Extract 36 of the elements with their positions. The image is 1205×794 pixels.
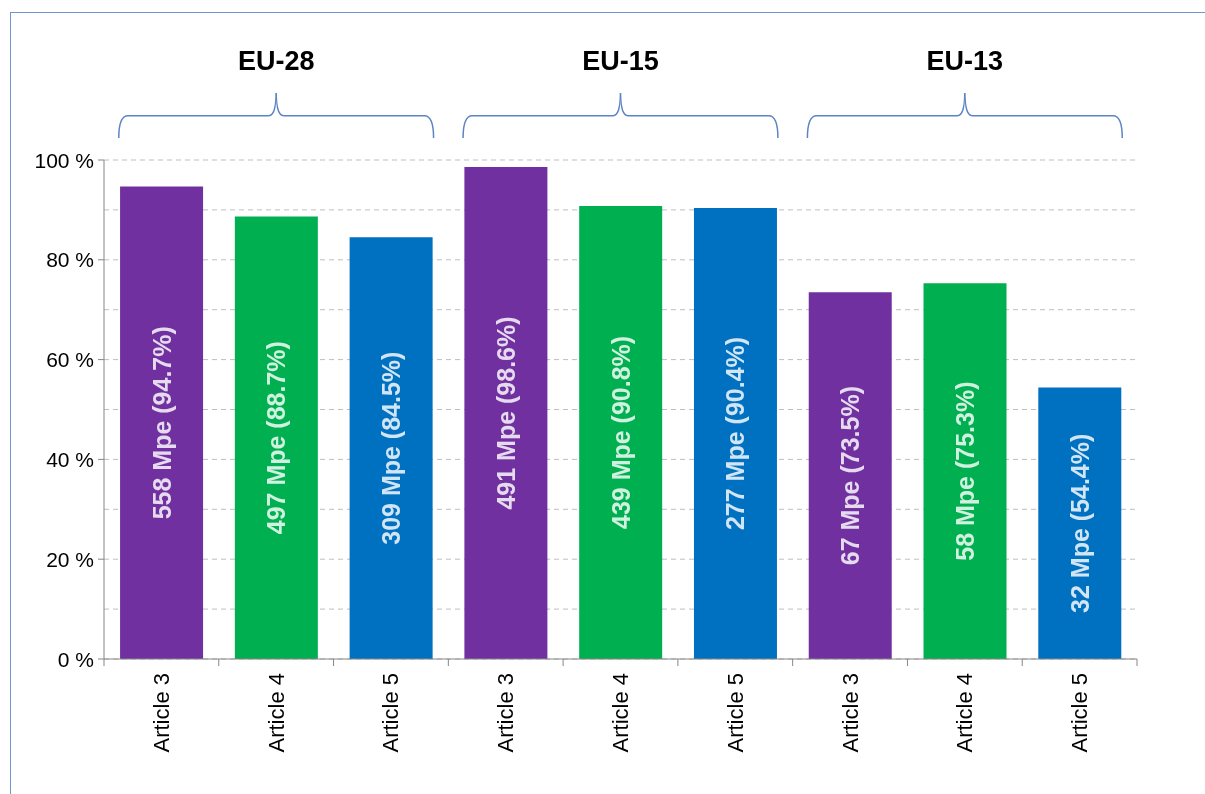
y-tick-label: 60 %	[46, 348, 94, 372]
bar	[464, 166, 548, 659]
bar	[234, 216, 318, 659]
x-tick-label: Article 4	[952, 673, 978, 753]
bar	[579, 205, 663, 659]
data-label: 309 Mpe (84.5%)	[377, 351, 406, 545]
x-tick-label: Article 5	[1067, 673, 1093, 753]
y-tick-label: 20 %	[46, 547, 94, 571]
x-tick-label: Article 5	[378, 673, 404, 753]
y-tick-label: 80 %	[46, 248, 94, 272]
bar	[808, 292, 892, 659]
text: EU-15	[582, 46, 659, 76]
x-tick-label: Article 3	[493, 673, 519, 753]
x-tick-label: Article 4	[608, 673, 633, 753]
text: EU-13	[926, 46, 1004, 76]
data-label: 32 Mpe (54.4%)	[1065, 433, 1094, 613]
bar	[120, 186, 204, 659]
data-label: 558 Mpe (94.7%)	[147, 326, 176, 520]
bar	[349, 237, 433, 659]
bar	[693, 207, 777, 659]
bar	[923, 283, 1007, 659]
bar	[1038, 387, 1122, 659]
data-label: 439 Mpe (90.8%)	[606, 335, 635, 530]
x-tick-label: Article 3	[837, 673, 863, 753]
data-label: 491 Mpe (98.6%)	[491, 316, 520, 510]
y-tick-label: 0 %	[57, 647, 94, 671]
data-label: 277 Mpe (90.4%)	[721, 336, 750, 531]
x-tick-label: Article 5	[722, 673, 748, 753]
text: EU-28	[237, 46, 315, 76]
y-tick-label: 100 %	[34, 148, 94, 172]
data-label: 58 Mpe (75.3%)	[951, 381, 980, 561]
data-label: 497 Mpe (88.7%)	[262, 341, 291, 535]
x-tick-label: Article 4	[263, 673, 289, 753]
x-tick-label: Article 3	[148, 673, 174, 753]
y-tick-label: 40 %	[46, 447, 94, 471]
data-label: 67 Mpe (73.5%)	[836, 385, 865, 566]
